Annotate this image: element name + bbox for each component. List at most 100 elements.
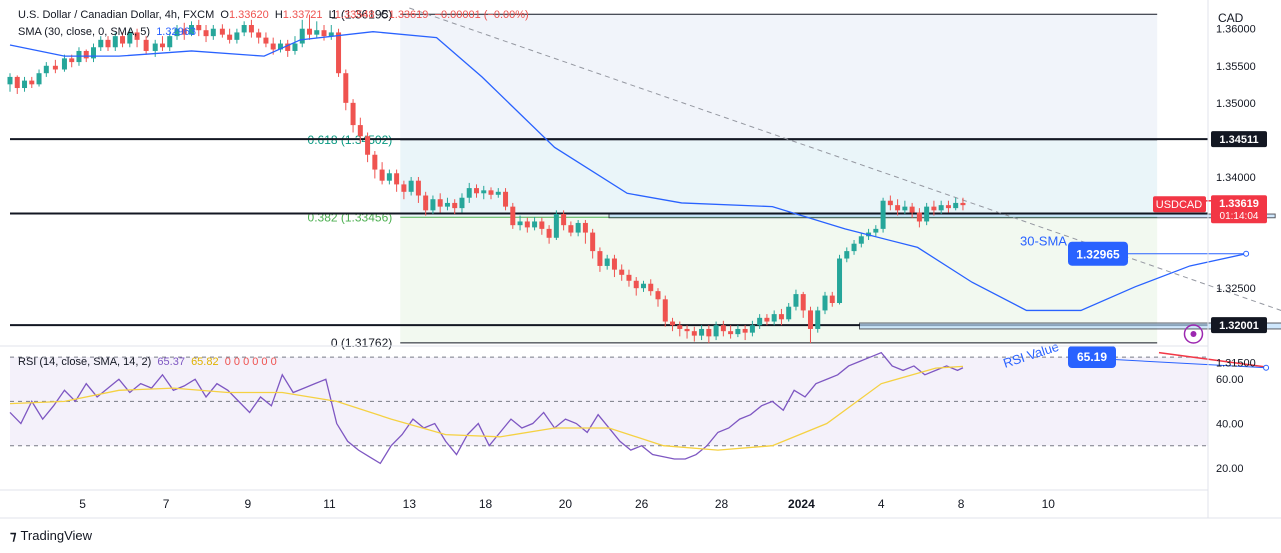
candle[interactable] bbox=[619, 264, 625, 281]
candle[interactable] bbox=[350, 99, 356, 133]
candle[interactable] bbox=[742, 325, 748, 341]
candle[interactable] bbox=[277, 39, 283, 53]
candle[interactable] bbox=[219, 24, 225, 38]
candle[interactable] bbox=[677, 321, 683, 337]
candle[interactable] bbox=[29, 76, 35, 89]
candle[interactable] bbox=[568, 221, 574, 237]
candle[interactable] bbox=[495, 188, 501, 198]
candle[interactable] bbox=[61, 54, 67, 72]
candle[interactable] bbox=[553, 210, 559, 240]
candle[interactable] bbox=[945, 200, 951, 213]
candle[interactable] bbox=[481, 185, 487, 200]
candle[interactable] bbox=[466, 182, 472, 203]
candle[interactable] bbox=[524, 217, 530, 233]
candle[interactable] bbox=[510, 202, 516, 229]
candle[interactable] bbox=[851, 239, 857, 255]
candle[interactable] bbox=[582, 219, 588, 244]
range-box-upper[interactable] bbox=[608, 213, 1276, 219]
candle[interactable] bbox=[43, 62, 49, 77]
candle[interactable] bbox=[36, 69, 42, 87]
candle[interactable] bbox=[299, 19, 305, 48]
candle[interactable] bbox=[561, 210, 567, 231]
candle[interactable] bbox=[473, 184, 479, 198]
candle[interactable] bbox=[895, 199, 901, 216]
candle[interactable] bbox=[597, 247, 603, 272]
candle[interactable] bbox=[52, 59, 58, 74]
candle[interactable] bbox=[143, 36, 149, 55]
candle[interactable] bbox=[611, 254, 617, 278]
symbol-title[interactable]: U.S. Dollar / Canadian Dollar, 4h, FXCM bbox=[18, 9, 215, 21]
rsi-ma-line[interactable] bbox=[9, 365, 963, 451]
candle[interactable] bbox=[488, 187, 494, 200]
fibonacci-retracement[interactable]: 1 (1.36195)0.618 (1.34502)0.382 (1.33456… bbox=[10, 7, 1281, 350]
candle[interactable] bbox=[196, 19, 202, 37]
candle[interactable] bbox=[365, 132, 371, 163]
candle[interactable] bbox=[633, 277, 639, 296]
candle[interactable] bbox=[604, 254, 610, 270]
candle[interactable] bbox=[880, 197, 886, 233]
candle[interactable] bbox=[800, 291, 806, 318]
candle[interactable] bbox=[408, 176, 414, 196]
candle[interactable] bbox=[307, 14, 312, 40]
candle[interactable] bbox=[167, 32, 173, 51]
candle[interactable] bbox=[292, 36, 298, 55]
candle[interactable] bbox=[263, 32, 269, 48]
candle[interactable] bbox=[203, 25, 209, 43]
range-box-lower[interactable] bbox=[858, 322, 1281, 330]
candle[interactable] bbox=[858, 232, 864, 248]
candle[interactable] bbox=[640, 280, 646, 292]
candle[interactable] bbox=[503, 188, 509, 211]
candle[interactable] bbox=[174, 25, 180, 40]
candle[interactable] bbox=[626, 269, 632, 287]
candle[interactable] bbox=[655, 288, 661, 307]
candle[interactable] bbox=[662, 295, 668, 327]
candle[interactable] bbox=[22, 76, 28, 92]
candle[interactable] bbox=[902, 200, 908, 215]
candle[interactable] bbox=[575, 219, 581, 237]
candle[interactable] bbox=[815, 306, 821, 333]
candle[interactable] bbox=[953, 197, 959, 211]
candle[interactable] bbox=[807, 306, 813, 344]
candle[interactable] bbox=[423, 191, 429, 216]
candle[interactable] bbox=[691, 326, 697, 342]
candle[interactable] bbox=[706, 325, 712, 344]
candle[interactable] bbox=[793, 289, 799, 311]
candle[interactable] bbox=[430, 195, 436, 215]
candle[interactable] bbox=[786, 303, 792, 322]
candle[interactable] bbox=[241, 21, 247, 37]
rsi-legend[interactable]: RSI (14, close, SMA, 14, 2) 65.37 65.82 … bbox=[18, 356, 277, 368]
candle[interactable] bbox=[227, 28, 233, 44]
candle[interactable] bbox=[372, 151, 378, 179]
candle[interactable] bbox=[764, 314, 770, 326]
candle[interactable] bbox=[909, 202, 915, 218]
candle[interactable] bbox=[546, 225, 552, 244]
candle[interactable] bbox=[152, 39, 158, 57]
currency-label[interactable]: CAD bbox=[1218, 11, 1244, 25]
candle[interactable] bbox=[590, 228, 596, 259]
candle[interactable] bbox=[960, 197, 966, 211]
candle[interactable] bbox=[120, 32, 126, 48]
candle[interactable] bbox=[844, 247, 850, 263]
candle[interactable] bbox=[720, 320, 726, 337]
candle[interactable] bbox=[916, 208, 922, 228]
candle[interactable] bbox=[285, 39, 291, 57]
candle[interactable] bbox=[7, 73, 13, 92]
candle[interactable] bbox=[699, 325, 705, 341]
candle[interactable] bbox=[829, 291, 835, 307]
candle[interactable] bbox=[14, 75, 20, 94]
candle[interactable] bbox=[749, 320, 755, 337]
candle[interactable] bbox=[394, 169, 400, 192]
rsi-divergence-line[interactable] bbox=[1158, 351, 1267, 368]
candle[interactable] bbox=[328, 25, 334, 40]
candle[interactable] bbox=[159, 36, 165, 51]
candle[interactable] bbox=[873, 225, 879, 237]
candle[interactable] bbox=[444, 197, 450, 211]
candlestick-series[interactable] bbox=[7, 14, 966, 344]
candle[interactable] bbox=[437, 193, 443, 213]
candle[interactable] bbox=[924, 202, 930, 226]
candle[interactable] bbox=[757, 314, 763, 329]
sma-30-line[interactable] bbox=[9, 31, 1247, 312]
candle[interactable] bbox=[357, 117, 363, 144]
candle[interactable] bbox=[248, 19, 254, 38]
